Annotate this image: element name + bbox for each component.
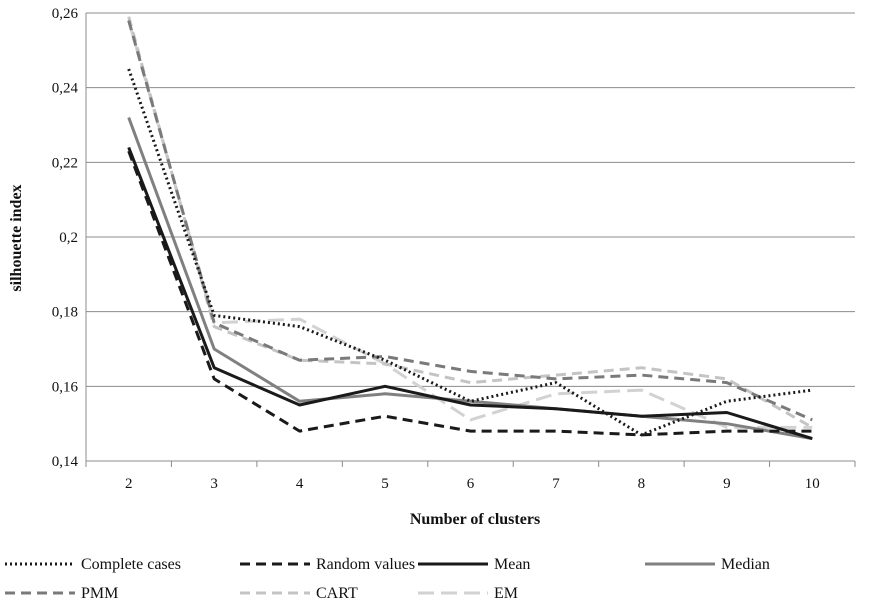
x-tick-label: 2 [125,476,133,492]
x-axis: 2 3 4 5 6 7 8 9 10 [85,460,856,492]
legend-label: Random values [316,556,415,573]
legend-label: CART [316,585,358,602]
legend-label: Median [721,556,770,573]
y-tick-label: 0,24 [52,81,79,97]
legend: Complete cases Random values Mean Median PMM… [5,556,770,602]
series-lines [127,16,814,441]
series-line-cart [127,16,814,429]
x-tick-label: 7 [552,476,560,492]
y-tick-label: 0,22 [52,155,78,171]
series-line-random-values [127,150,813,437]
x-tick-label: 9 [723,476,731,492]
legend-label: Complete cases [81,556,181,573]
legend-label: PMM [81,585,118,602]
x-tick-label: 10 [805,476,820,492]
y-tick-label: 0,16 [52,379,79,395]
y-tick-label: 0,14 [52,454,79,470]
legend-label: EM [494,585,518,602]
y-tick-label: 0,18 [52,305,78,321]
y-tick-label: 0,26 [52,6,79,22]
y-tick-label: 0,2 [59,230,78,246]
series-line-pmm [127,20,813,422]
x-tick-label: 8 [638,476,646,492]
x-tick-label: 4 [296,476,304,492]
x-tick-label: 3 [210,476,218,492]
y-axis: 0,14 0,16 0,18 0,2 0,22 0,24 0,26 [52,6,87,470]
x-axis-label: Number of clusters [410,511,540,528]
gridlines [86,12,855,387]
x-tick-label: 5 [381,476,389,492]
y-axis-label: silhouette index [8,184,25,291]
series-line-median [127,116,813,441]
legend-label: Mean [494,556,530,573]
series-line-mean [127,146,813,441]
x-tick-label: 6 [467,476,475,492]
series-line-em [127,20,813,429]
